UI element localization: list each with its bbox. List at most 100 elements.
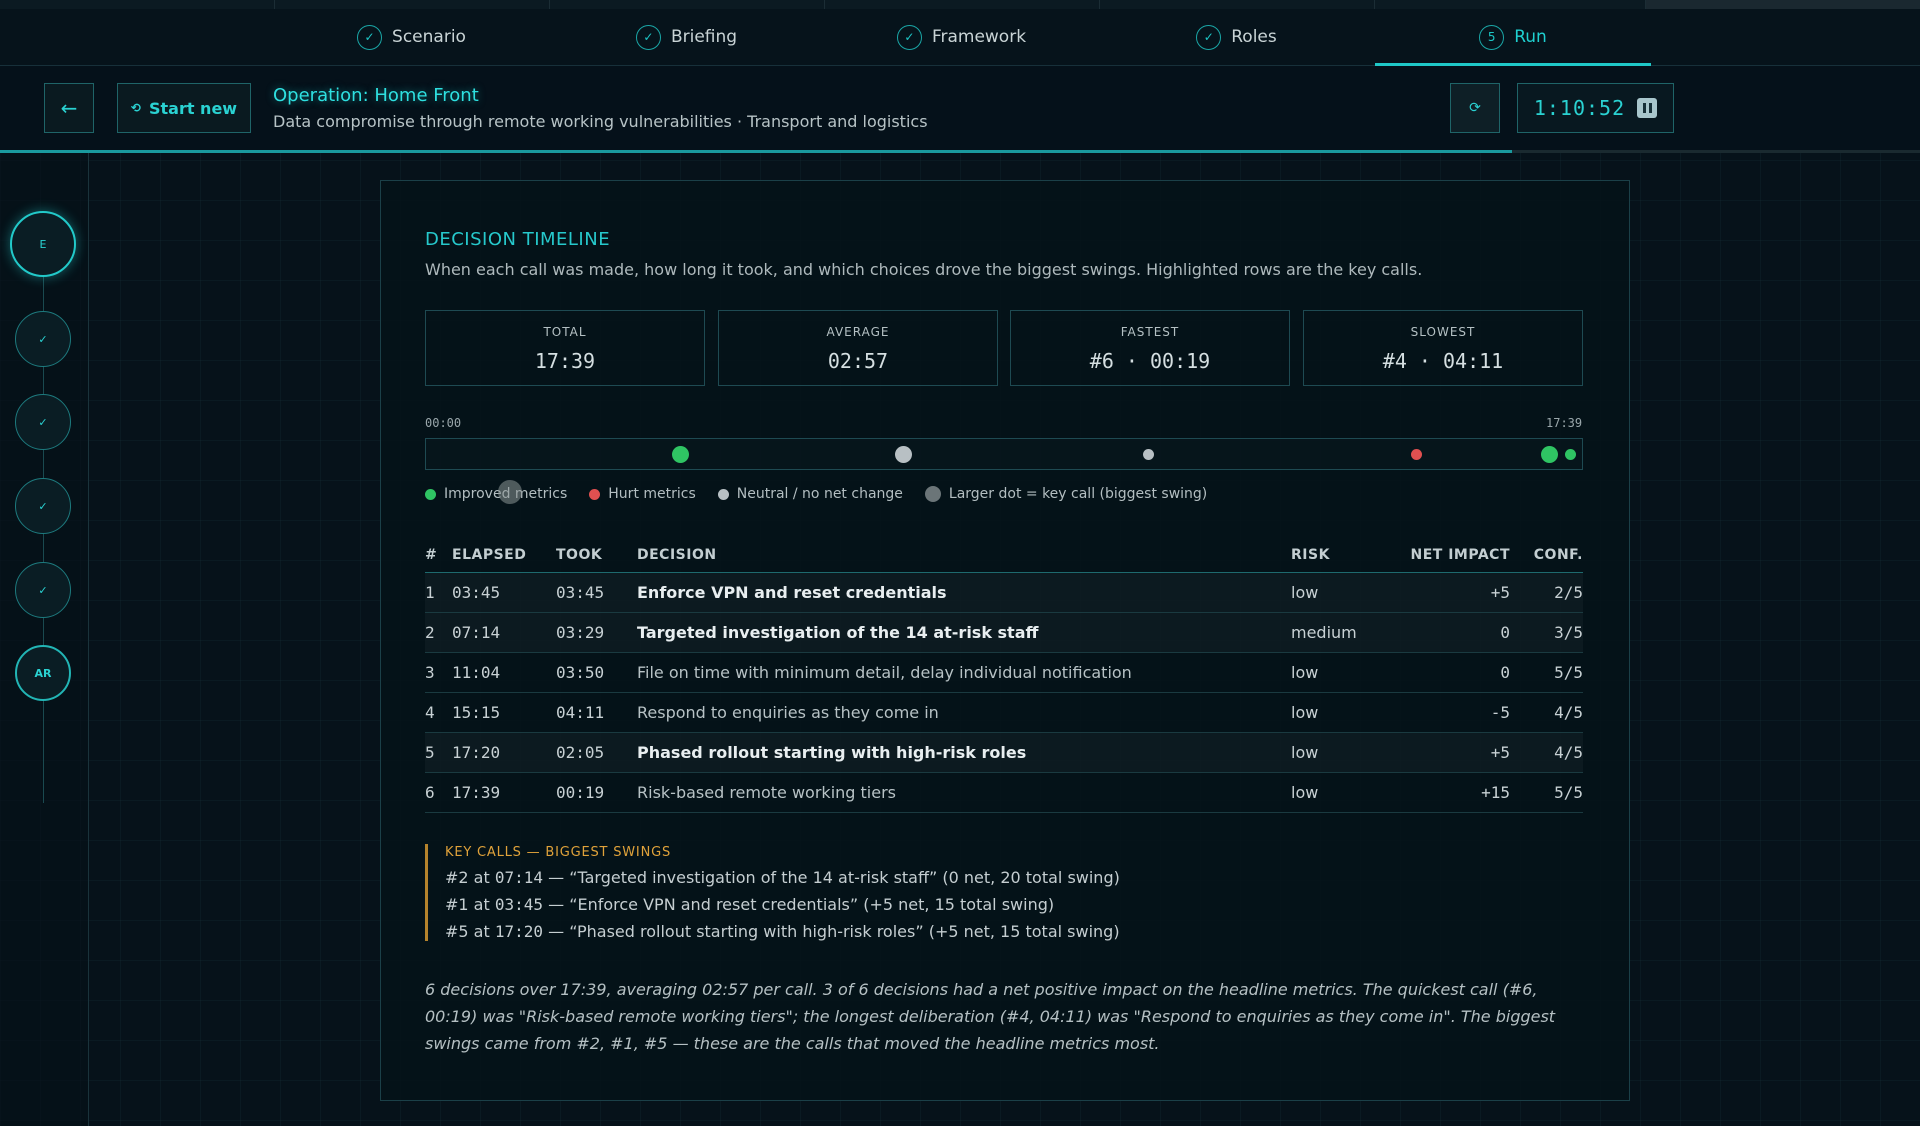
key-call-time: 17:20 [494, 922, 544, 941]
timeline-legend: Improved metrics Hurt metrics Neutral / … [425, 485, 1207, 503]
legend-item-hurt: Hurt metrics [589, 486, 696, 502]
check-icon: ✓ [896, 24, 922, 50]
cell-elapsed: 11:04 [452, 652, 556, 693]
step-scenario[interactable]: ✓ Scenario [274, 9, 549, 65]
rail-node-check[interactable]: ✓ [15, 562, 71, 618]
legend-item-key-call: Larger dot = key call (biggest swing) [924, 486, 1207, 502]
back-button[interactable]: ← [44, 83, 94, 133]
cell-took: 02:05 [556, 732, 637, 773]
step-navigation: ✓ Scenario ✓ Briefing ✓ Framework ✓ Role… [0, 9, 1920, 66]
timeline-track [425, 438, 1583, 470]
key-call-prefix: #1 at [445, 895, 495, 914]
cell-elapsed: 03:45 [452, 572, 556, 613]
cell-num: 3 [425, 652, 452, 693]
key-call-prefix: #5 at [445, 922, 495, 941]
key-calls-callout: KEY CALLS — BIGGEST SWINGS #2 at 07:14 —… [425, 844, 1525, 941]
rail-node-check[interactable]: ✓ [15, 394, 71, 450]
cell-num: 4 [425, 692, 452, 733]
cell-confidence: 5/5 [1510, 772, 1583, 813]
cell-net-impact: 0 [1401, 652, 1510, 693]
arrow-left-icon: ← [60, 96, 78, 120]
legend-swatch [717, 488, 729, 500]
cell-decision: Respond to enquiries as they come in [637, 692, 1291, 733]
key-call-text: — “Enforce VPN and reset credentials” (+… [543, 895, 1055, 914]
stat-value: 17:39 [534, 349, 596, 373]
legend-swatch [924, 486, 941, 502]
stat-average: AVERAGE 02:57 [718, 310, 998, 386]
key-calls-title: KEY CALLS — BIGGEST SWINGS [445, 845, 672, 860]
start-new-button[interactable]: ⟲ Start new [117, 83, 251, 133]
cell-decision: Phased rollout starting with high-risk r… [637, 732, 1291, 773]
participant-rail: E ✓ ✓ ✓ ✓ AR [0, 153, 89, 1126]
step-progress-segment [1100, 0, 1375, 9]
key-call-text: — “Targeted investigation of the 14 at-r… [543, 868, 1120, 887]
rail-node-active[interactable]: E [10, 211, 76, 277]
pause-icon[interactable] [1637, 98, 1658, 118]
key-call-time: 07:14 [494, 868, 544, 887]
step-briefing[interactable]: ✓ Briefing [549, 9, 824, 65]
key-call-item: #2 at 07:14 — “Targeted investigation of… [445, 868, 1525, 887]
cell-confidence: 4/5 [1510, 692, 1583, 733]
step-progress-segment [550, 0, 825, 9]
cell-risk: low [1291, 732, 1401, 773]
refresh-button[interactable]: ⟳ [1450, 83, 1500, 133]
col-header-took: TOOK [556, 537, 637, 573]
cell-net-impact: +5 [1401, 732, 1510, 773]
step-progress-strip [0, 0, 1920, 9]
col-header-net-impact: NET IMPACT [1401, 537, 1510, 573]
table-row[interactable]: 3 11:04 03:50 File on time with minimum … [425, 652, 1583, 693]
timer-value: 1:10:52 [1533, 96, 1626, 120]
cell-decision: Targeted investigation of the 14 at-risk… [637, 612, 1291, 653]
timeline-dot-decision-2[interactable] [894, 445, 912, 463]
cell-took: 03:29 [556, 612, 637, 653]
timeline-dot-decision-5[interactable] [1541, 445, 1559, 463]
step-label: Briefing [670, 27, 738, 47]
table-row[interactable]: 1 03:45 03:45 Enforce VPN and reset cred… [425, 572, 1583, 613]
cell-took: 03:45 [556, 572, 637, 613]
col-header-confidence: CONF. [1510, 537, 1583, 573]
timeline-dot-decision-1[interactable] [671, 445, 689, 463]
col-header-risk: RISK [1291, 537, 1401, 573]
step-framework[interactable]: ✓ Framework [824, 9, 1099, 65]
table-row[interactable]: 6 17:39 00:19 Risk-based remote working … [425, 772, 1583, 813]
step-run[interactable]: 5 Run [1375, 9, 1651, 66]
step-progress-segment [825, 0, 1100, 9]
table-row[interactable]: 2 07:14 03:29 Targeted investigation of … [425, 612, 1583, 653]
cell-confidence: 3/5 [1510, 612, 1583, 653]
table-row[interactable]: 5 17:20 02:05 Phased rollout starting wi… [425, 732, 1583, 773]
rail-node-check[interactable]: ✓ [15, 311, 71, 367]
cell-net-impact: +5 [1401, 572, 1510, 613]
step-roles[interactable]: ✓ Roles [1099, 9, 1374, 65]
cell-risk: low [1291, 652, 1401, 693]
timeline-start-label: 00:00 [425, 416, 462, 430]
timeline-dot-decision-4[interactable] [1410, 448, 1422, 460]
mouse-cursor-highlight [498, 480, 522, 504]
restart-icon: ⟲ [130, 101, 141, 115]
cell-num: 6 [425, 772, 452, 813]
operation-title: Operation: Home Front [273, 85, 479, 106]
timeline-summary: 6 decisions over 17:39, averaging 02:57 … [425, 980, 1556, 1053]
rail-node-ar[interactable]: AR [15, 645, 71, 701]
cell-risk: low [1291, 772, 1401, 813]
header-progress-bar [0, 150, 1920, 153]
step-progress-segment [275, 0, 550, 9]
session-timer: 1:10:52 [1517, 83, 1674, 133]
step-label: Scenario [392, 27, 466, 47]
col-header-decision: DECISION [637, 537, 1291, 573]
operation-subtitle: Data compromise through remote working v… [273, 112, 928, 131]
cell-num: 1 [425, 572, 452, 613]
cell-net-impact: +15 [1401, 772, 1510, 813]
col-header-num: # [425, 537, 452, 573]
table-row[interactable]: 4 15:15 04:11 Respond to enquiries as th… [425, 692, 1583, 733]
cell-elapsed: 07:14 [452, 612, 556, 653]
cell-net-impact: -5 [1401, 692, 1510, 733]
key-call-prefix: #2 at [445, 868, 495, 887]
table-header-row: # ELAPSED TOOK DECISION RISK NET IMPACT … [425, 537, 1583, 573]
cell-took: 03:50 [556, 652, 637, 693]
rail-node-check[interactable]: ✓ [15, 478, 71, 534]
timeline-dot-decision-3[interactable] [1143, 448, 1155, 460]
timeline-end-label: 17:39 [1546, 416, 1583, 430]
timeline-dot-decision-6[interactable] [1564, 448, 1576, 460]
legend-item-improved: Improved metrics [425, 486, 567, 502]
start-new-label: Start new [148, 98, 238, 118]
